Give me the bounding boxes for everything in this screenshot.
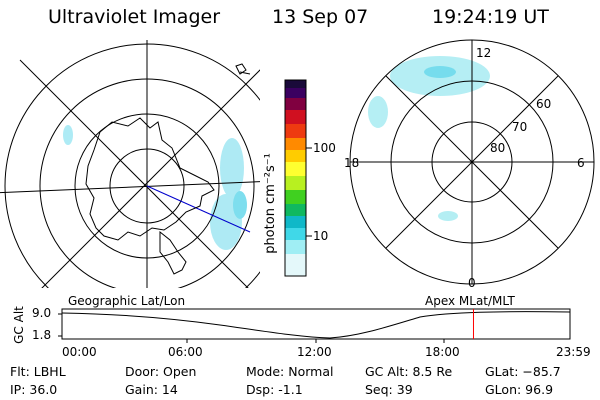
timeline-right-caption: Apex MLat/MLT (425, 294, 515, 308)
color-bar (284, 79, 312, 277)
info-filter: Flt: LBHL (10, 364, 66, 379)
info-door: Door: Open (125, 364, 197, 379)
magnetic-polar-plot (349, 39, 595, 285)
lat-label-70: 70 (512, 120, 528, 134)
meridian-line (146, 185, 251, 233)
mlt-label-18: 18 (344, 156, 360, 170)
timeline-xtick-0000: 00:00 (62, 345, 97, 359)
timeline-xtick-0600: 06:00 (168, 345, 203, 359)
lat-label-80: 80 (490, 141, 506, 155)
altitude-curve (61, 311, 571, 339)
info-mode: Mode: Normal (246, 364, 334, 379)
timeline-xtick-1800: 18:00 (425, 345, 460, 359)
info-glat: GLat: −85.7 (485, 364, 561, 379)
altitude-timeline (58, 308, 571, 343)
date-label: 13 Sep 07 (272, 6, 369, 28)
time-label: 19:24:19 UT (432, 6, 549, 28)
colorbar-tick-100: 100 (313, 141, 336, 155)
timeline-left-caption: Geographic Lat/Lon (68, 294, 186, 308)
timeline-xtick-2359: 23:59 (556, 345, 591, 359)
mlt-label-0: 0 (468, 276, 476, 290)
info-seq: Seq: 39 (365, 382, 413, 397)
timeline-ytick-1.8: 1.8 (32, 328, 52, 342)
colorbar-tick-10: 10 (313, 229, 329, 243)
geographic-map (0, 40, 260, 288)
timeline-ylabel: GC Alt (11, 306, 26, 344)
timeline-xtick-1200: 12:00 (297, 345, 332, 359)
colorbar-units: photon cm⁻²s⁻¹ (262, 153, 278, 254)
instrument-title: Ultraviolet Imager (48, 6, 221, 28)
mlt-label-12: 12 (476, 46, 492, 60)
info-gcalt: GC Alt: 8.5 Re (365, 364, 453, 379)
info-dsp: Dsp: -1.1 (246, 382, 303, 397)
info-ip: IP: 36.0 (10, 382, 58, 397)
lat-label-60: 60 (536, 97, 552, 111)
mlt-label-6: 6 (577, 156, 585, 170)
peninsula (159, 230, 187, 275)
timeline-ytick-9: 9.0 (32, 306, 52, 320)
info-glon: GLon: 96.9 (485, 382, 554, 397)
coastline (85, 117, 215, 241)
info-gain: Gain: 14 (125, 382, 178, 397)
